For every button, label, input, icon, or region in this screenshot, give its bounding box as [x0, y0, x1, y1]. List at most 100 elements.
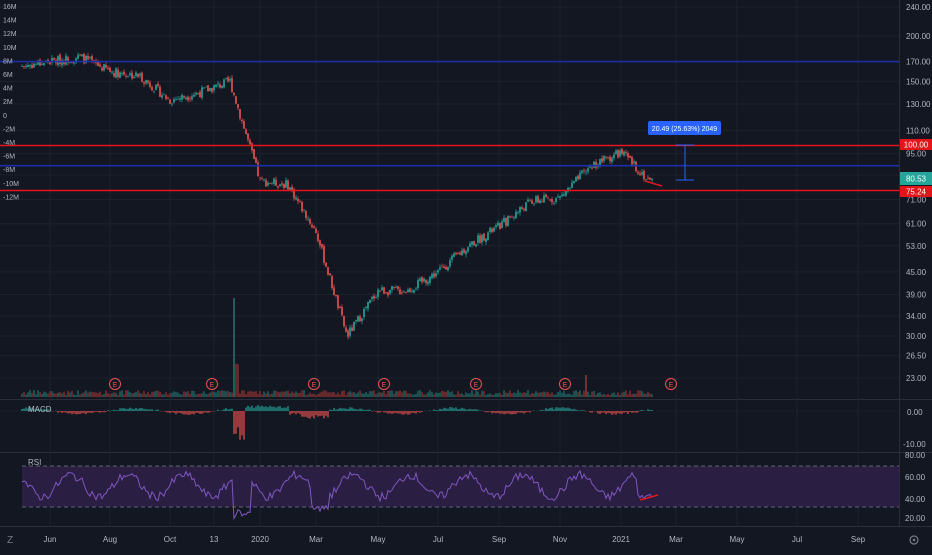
macd-bar [483, 411, 484, 412]
volume-bar [597, 393, 599, 397]
volume-bar [49, 391, 51, 397]
volume-axis-label: 16M [3, 4, 17, 11]
volume-bar [615, 395, 617, 397]
macd-bar [57, 411, 58, 413]
candle-body [261, 178, 263, 179]
earnings-marker[interactable]: E [560, 379, 571, 390]
candle-body [167, 97, 169, 98]
volume-bar [393, 394, 395, 397]
tradingview-logo-icon[interactable]: Z [3, 535, 17, 547]
candle-body [477, 235, 479, 242]
settings-icon[interactable] [910, 536, 918, 544]
macd-bar [313, 411, 314, 419]
earnings-marker[interactable]: E [379, 379, 390, 390]
volume-bar [161, 394, 163, 397]
volume-bar [623, 392, 625, 397]
macd-bar [345, 409, 346, 411]
volume-bar [561, 393, 563, 397]
macd-bar [573, 409, 574, 411]
macd-title[interactable]: MACD [28, 405, 52, 414]
volume-bar [451, 391, 453, 397]
rsi-title[interactable]: RSI [28, 458, 41, 467]
earnings-marker[interactable]: E [471, 379, 482, 390]
macd-histogram [0, 405, 899, 440]
price-axis-label: 240.00 [906, 3, 931, 12]
macd-bar [323, 411, 324, 418]
candle-body [309, 219, 311, 223]
macd-bar [561, 407, 562, 411]
candle-body [245, 129, 247, 134]
candle-body [193, 95, 195, 97]
time-axis-label: Aug [103, 535, 117, 544]
earnings-marker[interactable]: E [666, 379, 677, 390]
price-axis-label: 61.00 [906, 220, 927, 229]
candle-body [549, 199, 551, 200]
candle-body [173, 99, 175, 102]
volume-bar [209, 393, 211, 397]
candle-body [251, 143, 253, 150]
macd-bar [81, 411, 82, 413]
candle-body [197, 93, 199, 94]
macd-bar [89, 411, 90, 413]
macd-bar [175, 411, 176, 414]
macd-bar [255, 406, 256, 411]
macd-bar [399, 411, 400, 414]
volume-bar [31, 393, 33, 397]
measure-tool[interactable]: 20.49 (25.63%) 2049 [648, 121, 721, 180]
volume-bar [211, 391, 213, 397]
volume-bar [179, 394, 181, 397]
volume-bar [587, 392, 589, 397]
earnings-marker-label: E [113, 382, 118, 389]
candle-body [641, 172, 643, 174]
candlesticks[interactable] [21, 53, 653, 340]
volume-bar [243, 390, 245, 397]
volume-bar [181, 395, 183, 397]
macd-bar [91, 411, 92, 413]
earnings-marker[interactable]: E [207, 379, 218, 390]
candle-body [71, 62, 73, 63]
earnings-marker[interactable]: E [309, 379, 320, 390]
macd-bar [641, 410, 642, 411]
volume-bar [45, 393, 47, 397]
candle-body [613, 154, 615, 158]
macd-bar [347, 409, 348, 411]
macd-bar [489, 411, 490, 412]
candle-body [213, 85, 215, 90]
volume-bar [373, 390, 375, 397]
macd-bar [111, 410, 112, 411]
volume-bar [81, 393, 83, 397]
price-axis-label: 200.00 [906, 32, 931, 41]
macd-bar [101, 411, 102, 412]
candle-body [497, 223, 499, 226]
macd-bar [353, 409, 354, 411]
volume-bar [153, 392, 155, 397]
volume-bar [223, 391, 225, 397]
candle-body [451, 256, 453, 260]
candle-body [373, 296, 375, 299]
volume-bar [473, 394, 475, 397]
macd-bar [85, 411, 86, 414]
candle-body [87, 56, 89, 59]
candle-body [541, 201, 543, 202]
volume-bar [185, 392, 187, 397]
macd-bar [295, 411, 296, 414]
candle-body [127, 76, 129, 77]
volume-bar [439, 393, 441, 397]
candle-body [231, 78, 233, 92]
macd-bar [571, 409, 572, 411]
earnings-marker[interactable]: E [110, 379, 121, 390]
trendline-annotation[interactable] [645, 181, 662, 186]
measure-label: 20.49 (25.63%) 2049 [652, 126, 717, 133]
volume-axis-label: 4M [3, 86, 13, 93]
candle-body [579, 173, 581, 180]
candle-body [321, 244, 323, 247]
macd-bar [457, 409, 458, 411]
macd-bar [643, 410, 644, 411]
candle-body [647, 178, 649, 179]
macd-bar [371, 411, 372, 412]
macd-bar [23, 409, 24, 411]
